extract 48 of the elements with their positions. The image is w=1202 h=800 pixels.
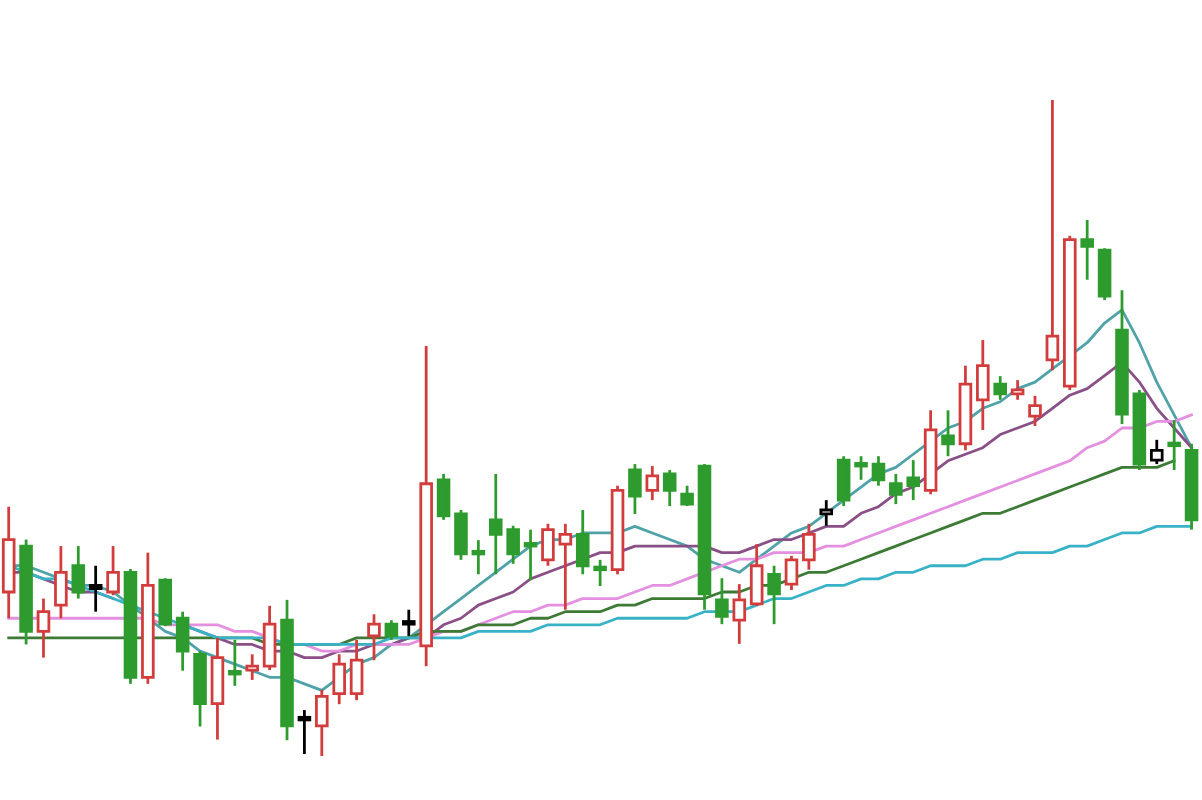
candlestick [402, 608, 416, 638]
candlestick [71, 544, 86, 600]
candlestick [993, 374, 1007, 402]
candlestick [715, 576, 729, 626]
candlestick [1149, 438, 1164, 466]
candlestick [436, 472, 451, 522]
candlestick [784, 554, 799, 592]
candlestick [471, 538, 486, 576]
candlestick [802, 522, 816, 572]
candlestick [732, 582, 747, 646]
candlestick [245, 652, 260, 682]
candlestick [367, 612, 381, 662]
candlestick [976, 338, 990, 432]
candlestick [680, 484, 694, 508]
candlestick [384, 618, 399, 642]
candlestick [1097, 246, 1112, 302]
candlestick [854, 454, 868, 482]
candlestick [332, 652, 346, 706]
candlestick [106, 544, 120, 597]
candlestick [871, 454, 886, 488]
candlestick [749, 542, 764, 608]
candlestick [349, 638, 364, 702]
candlestick [645, 464, 660, 502]
candlestick [941, 408, 955, 458]
candlestick [819, 498, 834, 528]
candlestick [1010, 378, 1025, 402]
candlestick [662, 468, 677, 508]
candlestick [54, 544, 68, 620]
candlestick [1028, 394, 1042, 428]
candlestick [1167, 418, 1181, 472]
candlestick [210, 636, 225, 741]
candlestick [558, 522, 573, 612]
candlestick [836, 454, 851, 508]
candlestick [454, 508, 468, 562]
candlestick [1080, 218, 1094, 282]
candlestick [175, 610, 190, 673]
candlestick [228, 638, 242, 688]
candlestick [1045, 100, 1060, 372]
candlestick [315, 688, 329, 756]
candlestick [36, 597, 51, 659]
candlestick [767, 564, 781, 626]
candlestick [88, 564, 103, 614]
candlestick [158, 576, 173, 628]
candlestick [541, 522, 555, 568]
candlestick [297, 708, 312, 756]
candlestick [523, 528, 538, 582]
candlestick [628, 462, 642, 516]
candlestick [262, 604, 277, 672]
